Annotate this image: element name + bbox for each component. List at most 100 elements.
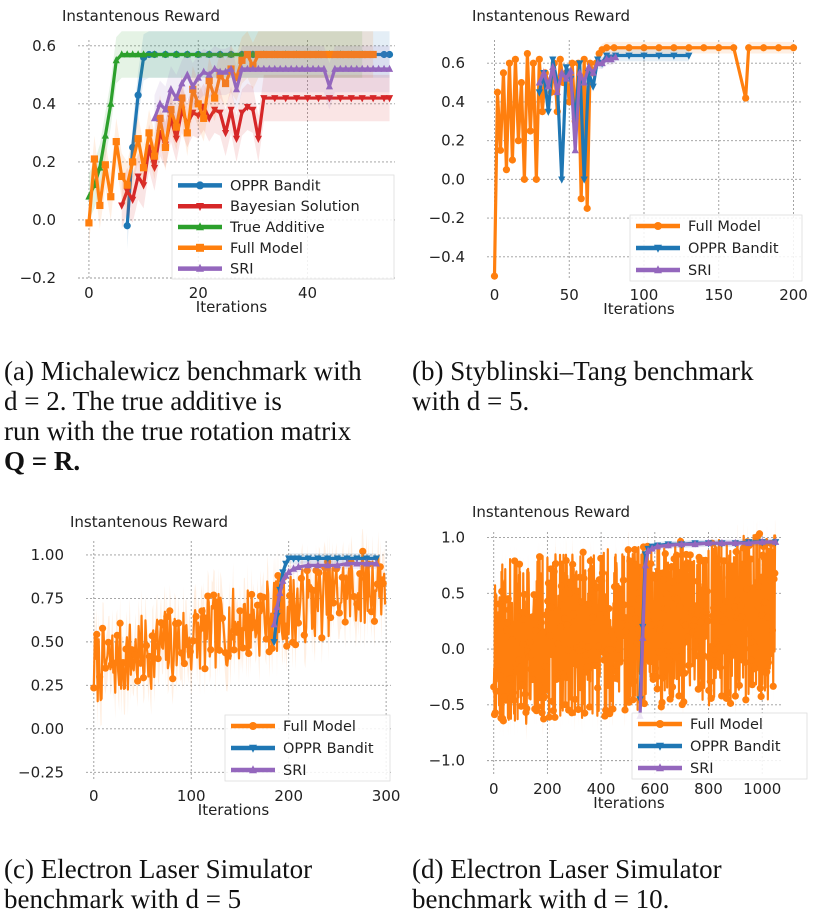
data-point [692, 652, 700, 660]
data-point [560, 673, 568, 681]
data-point [623, 656, 631, 665]
data-point [520, 175, 528, 183]
data-point [758, 537, 766, 545]
data-point [338, 573, 346, 581]
data-point [659, 674, 667, 682]
data-point [200, 114, 208, 122]
data-point [624, 546, 632, 554]
data-point [675, 692, 683, 700]
data-point [254, 50, 262, 59]
data-point [527, 650, 536, 659]
y-tick-label: 0.0 [32, 211, 56, 229]
data-point [331, 64, 339, 72]
data-point [760, 44, 768, 52]
series-sri [636, 537, 780, 720]
data-point [282, 95, 290, 103]
y-tick-label: 1.00 [31, 546, 64, 564]
legend-marker [249, 722, 257, 730]
legend-marker [654, 222, 662, 230]
data-point [221, 129, 230, 138]
data-point [701, 556, 710, 564]
data-point [505, 606, 513, 614]
data-point [597, 554, 605, 562]
data-point [542, 611, 550, 619]
data-point [747, 656, 756, 664]
data-point [333, 555, 342, 563]
data-point [746, 645, 754, 653]
data-point [580, 574, 588, 582]
data-point [655, 44, 663, 52]
data-point [492, 687, 500, 695]
data-point [581, 709, 589, 717]
data-point [514, 137, 523, 145]
data-point [655, 52, 663, 60]
data-point [716, 663, 724, 672]
data-point [372, 559, 380, 567]
caption-b: (b) Styblinski–Tang benchmark with d = 5… [412, 356, 819, 416]
caption-d: (d) Electron Laser Simulator benchmark w… [412, 854, 819, 914]
y-tick-label: −0.4 [429, 248, 465, 266]
data-point [211, 94, 219, 102]
data-point [232, 85, 241, 93]
data-point [603, 681, 611, 689]
data-point [652, 664, 660, 673]
data-point [385, 95, 394, 103]
data-point [702, 608, 710, 616]
data-point [271, 64, 279, 72]
data-point [150, 152, 159, 160]
legend-label: SRI [283, 763, 307, 779]
data-point [238, 64, 246, 72]
data-point [493, 663, 501, 671]
data-point [123, 50, 131, 58]
data-point [325, 95, 334, 103]
data-point [380, 50, 388, 59]
data-point [335, 609, 343, 617]
data-point [625, 44, 633, 52]
legend-label: OPPR Bandit [230, 178, 321, 194]
data-point [270, 638, 278, 647]
chart-title: Instantenous Reward [62, 7, 220, 25]
data-point [696, 557, 704, 565]
data-point [607, 55, 615, 63]
data-point [720, 557, 728, 565]
data-point [662, 590, 670, 598]
data-point [194, 112, 202, 120]
data-point [183, 50, 191, 58]
data-point [150, 50, 159, 58]
plot-area [490, 520, 780, 741]
data-point [561, 701, 570, 709]
data-point [755, 530, 764, 538]
data-point [160, 621, 168, 629]
data-point [154, 655, 162, 663]
data-point [496, 672, 504, 680]
data-point [163, 613, 171, 621]
data-point [369, 50, 377, 59]
data-point [494, 611, 503, 619]
data-point [320, 50, 328, 59]
data-point [285, 567, 293, 576]
data-point [287, 64, 295, 72]
data-point [507, 675, 516, 683]
data-point [610, 44, 618, 52]
data-point [139, 182, 148, 190]
data-point [183, 641, 191, 649]
data-point [685, 564, 694, 573]
data-point [744, 630, 752, 638]
data-point [156, 99, 164, 107]
x-axis-label: Iterations [593, 794, 665, 812]
data-point [704, 538, 713, 547]
legend-marker [249, 744, 257, 753]
data-point [353, 600, 361, 608]
data-point [183, 129, 191, 137]
data-point [548, 697, 557, 705]
data-point [621, 706, 629, 714]
legend-label: Bayesian Solution [230, 199, 360, 215]
data-point [186, 648, 194, 656]
data-point [652, 673, 661, 681]
data-point [523, 49, 531, 58]
data-point [93, 630, 101, 639]
data-point [314, 50, 323, 59]
data-point [259, 593, 267, 601]
data-point [598, 58, 606, 67]
data-point [314, 561, 322, 569]
